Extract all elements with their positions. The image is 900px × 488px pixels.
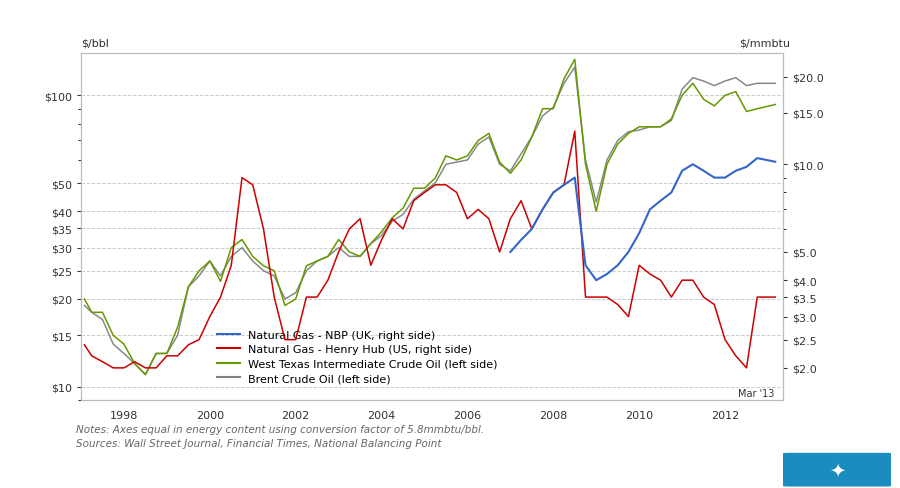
FancyBboxPatch shape [783, 453, 891, 487]
Text: Notes: Axes equal in energy content using conversion factor of 5.8mmbtu/bbl.: Notes: Axes equal in energy content usin… [76, 424, 484, 434]
Text: ✦: ✦ [829, 460, 845, 479]
Text: 8      © 2012 The Conference Board, Inc.   |   www.conferenceboard.org: 8 © 2012 The Conference Board, Inc. | ww… [27, 467, 424, 477]
Text: Sources: Wall Street Journal, Financial Times, National Balancing Point: Sources: Wall Street Journal, Financial … [76, 439, 442, 448]
Text: Mar '13: Mar '13 [738, 388, 774, 398]
Text: $/mmbtu: $/mmbtu [739, 39, 790, 48]
Legend: Natural Gas - NBP (UK, right side), Natural Gas - Henry Hub (US, right side), We: Natural Gas - NBP (UK, right side), Natu… [213, 325, 502, 387]
Text: $/bbl: $/bbl [81, 39, 109, 48]
